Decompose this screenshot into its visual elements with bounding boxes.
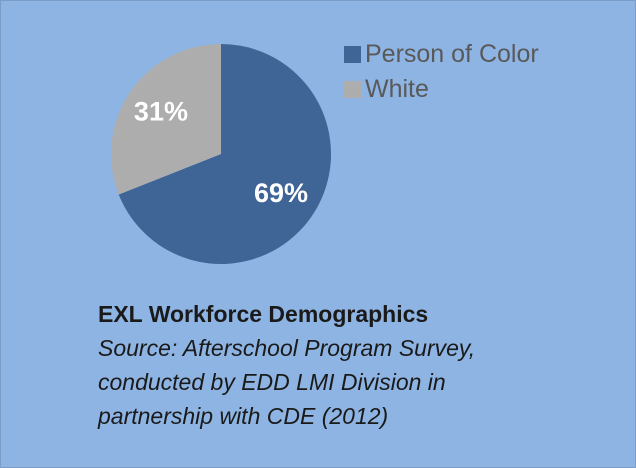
chart-caption-title: EXL Workforce Demographics bbox=[98, 301, 429, 327]
pie-slice-white bbox=[110, 44, 221, 195]
pie-data-label-white: 31% bbox=[134, 96, 188, 126]
pie-chart: 69% 31% Person of Color White bbox=[110, 40, 539, 264]
source-line-3: partnership with CDE (2012) bbox=[98, 403, 389, 429]
legend-swatch-person-of-color bbox=[344, 46, 361, 63]
legend-swatch-white bbox=[344, 81, 361, 98]
pie-data-labels: 69% 31% bbox=[134, 96, 308, 208]
legend-label-person-of-color: Person of Color bbox=[365, 40, 539, 68]
source-line-2: conducted by EDD LMI Division in bbox=[98, 369, 446, 395]
source-line-1: Source: Afterschool Program Survey, bbox=[98, 335, 476, 361]
legend: Person of Color White bbox=[344, 40, 539, 103]
pie-slices bbox=[110, 44, 331, 264]
caption: EXL Workforce Demographics Source: After… bbox=[98, 297, 618, 433]
pie-slice-person-of-color bbox=[118, 44, 331, 264]
pie-data-label-person-of-color: 69% bbox=[254, 178, 308, 208]
legend-label-white: White bbox=[365, 75, 429, 103]
